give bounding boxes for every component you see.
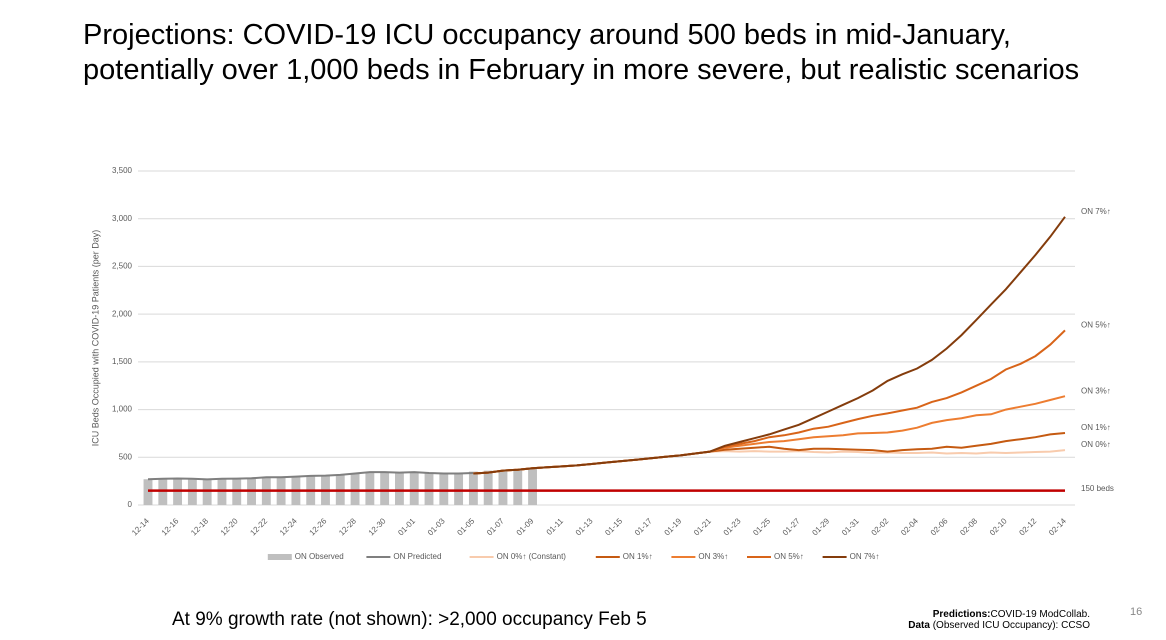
- x-tick-label: 01-05: [455, 516, 476, 537]
- x-tick-label: 02-06: [929, 516, 950, 537]
- x-tick-label: 02-04: [899, 516, 920, 537]
- line-end-label: ON 3%↑: [1081, 386, 1111, 395]
- slide-title: Projections: COVID-19 ICU occupancy arou…: [83, 19, 1080, 86]
- x-tick-label: 01-01: [396, 516, 417, 537]
- bar: [513, 470, 523, 505]
- legend-label: ON Predicted: [393, 552, 441, 561]
- bar: [498, 471, 508, 505]
- bar: [365, 472, 375, 505]
- bar: [202, 479, 212, 505]
- line-end-label: ON 1%↑: [1081, 423, 1111, 432]
- bar: [217, 479, 227, 505]
- x-tick-label: 01-31: [840, 516, 861, 537]
- page-number: 16: [1130, 606, 1143, 618]
- line: [473, 216, 1066, 475]
- source-text: COVID-19 ModCollab.: [990, 609, 1090, 620]
- legend-label: ON Observed: [295, 552, 344, 561]
- legend-label: ON 1%↑: [623, 552, 653, 561]
- bar: [380, 472, 390, 505]
- bar: [483, 470, 493, 505]
- y-tick-label: 2,500: [112, 262, 133, 271]
- x-tick-label: 02-12: [1017, 516, 1038, 537]
- source: Predictions:COVID-19 ModCollab. Data (Ob…: [900, 609, 1090, 631]
- bar: [143, 479, 153, 505]
- legend-label: ON 5%↑: [774, 552, 804, 561]
- line: [473, 449, 1066, 475]
- x-tick-label: 02-10: [988, 516, 1009, 537]
- bar: [468, 471, 478, 505]
- line-end-label: ON 5%↑: [1081, 320, 1111, 329]
- x-tick-label: 12-30: [367, 516, 388, 537]
- x-tick-label: 12-28: [337, 516, 358, 537]
- y-tick-label: 2,000: [112, 309, 133, 318]
- x-tick-label: 12-16: [160, 516, 181, 537]
- x-tick-label: 01-27: [781, 516, 802, 537]
- x-tick-label: 12-20: [219, 516, 240, 537]
- x-tick-label: 12-22: [248, 516, 269, 537]
- y-tick-label: 0: [128, 500, 133, 509]
- x-tick-label: 12-14: [130, 516, 151, 537]
- x-tick-label: 01-29: [810, 516, 831, 537]
- y-tick-label: 500: [119, 452, 133, 461]
- x-tick-label: 01-15: [603, 516, 624, 537]
- line-end-label: ON 7%↑: [1081, 207, 1111, 216]
- bar: [454, 473, 464, 505]
- source-label: Data: [908, 620, 930, 631]
- x-tick-label: 12-26: [308, 516, 329, 537]
- x-tick-label: 12-18: [189, 516, 210, 537]
- x-tick-label: 01-19: [663, 516, 684, 537]
- x-tick-label: 01-23: [722, 516, 743, 537]
- x-tick-label: 01-07: [485, 516, 506, 537]
- bar: [439, 473, 449, 505]
- y-tick-label: 1,000: [112, 405, 133, 414]
- legend-swatch: [267, 554, 292, 560]
- bar: [394, 472, 404, 505]
- y-tick-label: 3,500: [112, 166, 133, 175]
- y-tick-label: 1,500: [112, 357, 133, 366]
- source-text: (Observed ICU Occupancy): CCSO: [929, 620, 1090, 631]
- x-tick-label: 01-25: [751, 516, 772, 537]
- x-tick-label: 02-08: [958, 516, 979, 537]
- x-tick-label: 12-24: [278, 516, 299, 537]
- threshold-label: 150 beds: [1081, 484, 1114, 493]
- line-end-label: ON 0%↑: [1081, 440, 1111, 449]
- footer-note: At 9% growth rate (not shown): >2,000 oc…: [172, 609, 647, 630]
- bar: [350, 473, 360, 505]
- bar: [409, 471, 419, 505]
- x-tick-label: 01-17: [633, 516, 654, 537]
- x-tick-label: 01-09: [515, 516, 536, 537]
- legend-label: ON 3%↑: [698, 552, 728, 561]
- bar: [528, 468, 537, 505]
- x-tick-label: 01-13: [574, 516, 595, 537]
- y-axis-label: ICU Beds Occupied with COVID-19 Patients…: [90, 230, 100, 447]
- x-tick-label: 01-03: [426, 516, 447, 537]
- x-tick-label: 01-11: [545, 516, 566, 537]
- source-label: Predictions:: [932, 609, 991, 620]
- legend-label: ON 7%↑: [850, 552, 880, 561]
- line: [147, 471, 474, 481]
- y-tick-label: 3,000: [112, 214, 133, 223]
- bar: [424, 472, 434, 505]
- x-tick-label: 02-02: [870, 516, 891, 537]
- legend-label: ON 0%↑ (Constant): [497, 552, 567, 561]
- x-tick-label: 02-14: [1047, 516, 1068, 537]
- x-tick-label: 01-21: [692, 516, 713, 537]
